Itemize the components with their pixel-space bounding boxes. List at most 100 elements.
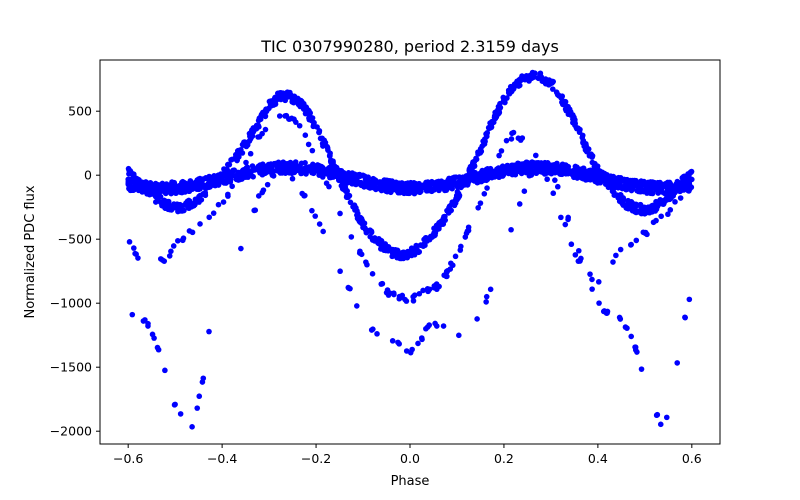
data-point	[588, 173, 595, 179]
data-point	[130, 172, 136, 178]
data-point	[416, 290, 423, 297]
data-point	[544, 176, 550, 183]
data-point	[448, 182, 454, 189]
data-point	[291, 93, 298, 100]
data-point	[375, 180, 381, 186]
data-point	[492, 109, 499, 115]
data-point	[326, 183, 332, 190]
data-point	[273, 160, 279, 167]
data-point	[125, 165, 132, 172]
data-point	[287, 89, 293, 96]
data-point	[226, 161, 233, 168]
data-point	[534, 163, 541, 170]
data-point	[653, 217, 659, 224]
data-point	[267, 161, 274, 168]
data-point	[492, 115, 499, 122]
data-point	[462, 181, 468, 187]
data-point	[519, 135, 526, 141]
data-point	[129, 311, 136, 318]
data-point	[436, 187, 442, 194]
data-point	[554, 183, 561, 190]
data-point	[155, 346, 162, 353]
data-point	[595, 167, 602, 173]
data-point	[298, 166, 305, 172]
data-point	[475, 204, 481, 211]
data-point	[154, 192, 160, 199]
data-point	[550, 190, 557, 197]
data-point	[687, 169, 694, 175]
data-point	[420, 243, 427, 249]
data-point	[220, 199, 227, 205]
data-point	[483, 299, 489, 305]
data-point	[409, 246, 415, 252]
data-point	[286, 116, 293, 122]
data-point	[516, 201, 523, 207]
data-point	[189, 424, 195, 430]
data-point	[197, 192, 204, 199]
data-point	[610, 175, 617, 182]
data-point	[155, 184, 162, 191]
data-point	[297, 103, 303, 110]
data-point	[172, 190, 179, 196]
data-point	[617, 246, 624, 253]
data-point	[314, 162, 321, 168]
data-point	[681, 173, 688, 180]
data-point	[464, 228, 471, 234]
data-point	[245, 174, 251, 180]
data-point	[645, 179, 651, 186]
data-point	[462, 234, 469, 240]
data-point	[165, 206, 171, 213]
data-point	[354, 303, 360, 309]
data-point	[444, 268, 451, 274]
data-point	[509, 130, 515, 137]
data-point	[246, 130, 253, 137]
data-point	[171, 402, 178, 408]
data-point	[130, 187, 137, 194]
data-point	[477, 200, 484, 206]
data-point	[531, 74, 537, 80]
data-point	[236, 154, 242, 160]
data-point	[381, 177, 388, 183]
data-point	[381, 242, 388, 249]
data-point	[240, 167, 246, 173]
x-axis-ticks: −0.6 −0.4 −0.2 0.0 0.2 0.4 0.6	[113, 444, 702, 466]
data-point	[456, 332, 462, 339]
data-point	[247, 150, 254, 157]
data-point	[670, 183, 677, 190]
data-point	[453, 195, 459, 202]
data-point	[199, 379, 206, 385]
data-point	[419, 336, 425, 343]
data-point	[541, 171, 548, 177]
data-point	[170, 243, 177, 249]
data-point	[567, 109, 574, 115]
data-point	[663, 195, 670, 201]
data-point	[433, 222, 440, 229]
data-point	[632, 179, 638, 185]
y-tick-label: −500	[58, 232, 92, 247]
data-point	[297, 99, 303, 105]
data-point	[571, 119, 578, 125]
data-point	[637, 201, 644, 208]
data-point	[316, 129, 322, 136]
data-point	[510, 168, 517, 175]
data-point	[337, 268, 343, 275]
data-point	[344, 174, 350, 180]
data-point	[583, 142, 589, 149]
data-point	[210, 210, 217, 216]
data-point	[302, 132, 309, 138]
data-point	[517, 76, 524, 82]
data-point	[651, 179, 658, 186]
data-point	[270, 100, 277, 107]
data-point	[251, 207, 257, 214]
data-point	[278, 95, 285, 101]
data-point	[305, 141, 312, 148]
data-point	[626, 184, 633, 191]
data-point	[634, 349, 640, 355]
data-point	[320, 228, 326, 235]
data-point	[298, 170, 305, 177]
data-point	[446, 208, 453, 214]
data-point	[136, 182, 142, 188]
data-point	[229, 183, 235, 190]
data-point	[259, 171, 265, 177]
data-point	[291, 116, 297, 122]
